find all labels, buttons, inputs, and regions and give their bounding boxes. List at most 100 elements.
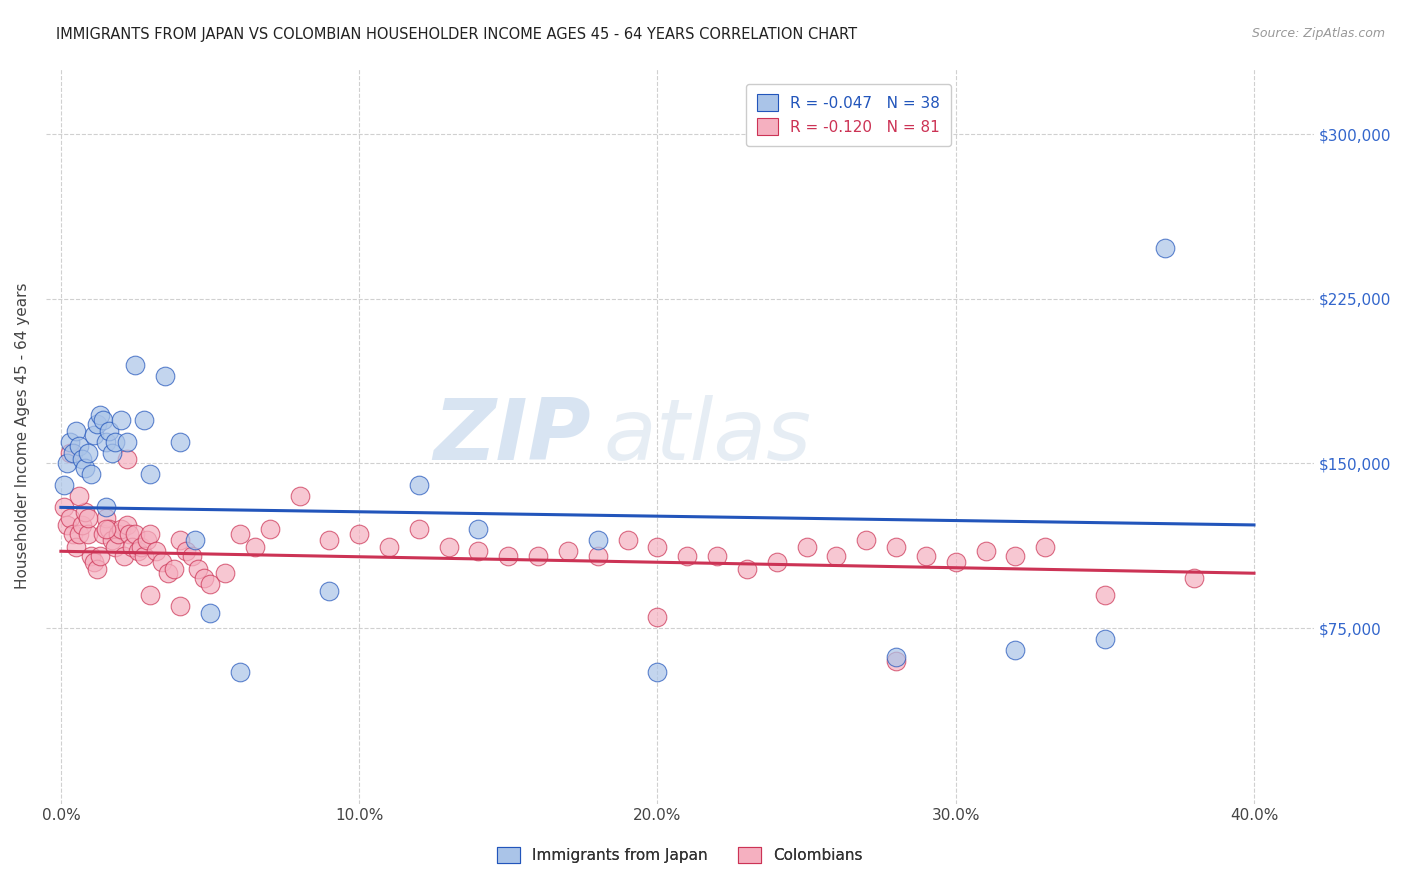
Point [86,417,108,431]
Y-axis label: Householder Income Ages 45 - 64 years: Householder Income Ages 45 - 64 years [15,283,30,590]
Point [112,549,135,563]
Point [56,517,79,532]
Point [163,562,186,576]
Point [52,478,75,492]
Point [318,533,340,548]
Point [855,533,877,548]
Point [586,533,609,548]
Text: atlas: atlas [603,394,811,477]
Point [65,540,87,554]
Point [94,434,117,449]
Point [706,549,728,563]
Point [467,544,489,558]
Point [157,566,180,581]
Point [198,606,221,620]
Point [97,424,120,438]
Point [91,526,114,541]
Point [80,467,103,482]
Point [83,555,105,569]
Point [110,522,132,536]
Point [89,408,111,422]
Point [735,562,758,576]
Point [467,522,489,536]
Point [124,358,146,372]
Point [124,526,146,541]
Text: ZIP: ZIP [433,394,591,477]
Point [67,439,90,453]
Point [229,526,252,541]
Point [59,511,82,525]
Point [56,457,79,471]
Point [1033,540,1056,554]
Point [115,452,138,467]
Point [145,544,167,558]
Point [1182,571,1205,585]
Point [378,540,401,554]
Point [1153,242,1175,256]
Point [76,511,98,525]
Point [94,522,117,536]
Point [765,555,787,569]
Point [647,540,669,554]
Point [83,428,105,442]
Point [243,540,266,554]
Text: IMMIGRANTS FROM JAPAN VS COLOMBIAN HOUSEHOLDER INCOME AGES 45 - 64 YEARS CORRELA: IMMIGRANTS FROM JAPAN VS COLOMBIAN HOUSE… [56,27,858,42]
Point [118,526,141,541]
Point [155,368,177,383]
Point [915,549,938,563]
Point [169,599,191,614]
Point [73,461,96,475]
Point [825,549,848,563]
Point [100,533,122,548]
Point [59,445,82,459]
Point [318,583,340,598]
Point [259,522,281,536]
Point [676,549,699,563]
Point [181,549,204,563]
Point [193,571,215,585]
Point [586,549,609,563]
Point [131,540,153,554]
Point [100,445,122,459]
Point [110,412,132,426]
Point [139,526,162,541]
Point [647,610,669,624]
Point [884,540,907,554]
Point [134,549,156,563]
Point [89,549,111,563]
Point [184,533,207,548]
Point [94,500,117,515]
Point [67,490,90,504]
Point [527,549,550,563]
Point [76,526,98,541]
Point [288,490,311,504]
Point [945,555,967,569]
Point [107,526,129,541]
Point [73,505,96,519]
Point [67,526,90,541]
Point [103,434,125,449]
Point [127,544,149,558]
Point [94,511,117,525]
Point [62,526,84,541]
Point [796,540,818,554]
Point [76,445,98,459]
Point [59,434,82,449]
Point [70,452,93,467]
Legend: Immigrants from Japan, Colombians: Immigrants from Japan, Colombians [491,840,869,870]
Point [408,478,430,492]
Point [174,544,197,558]
Point [498,549,520,563]
Point [229,665,252,679]
Point [136,533,159,548]
Point [347,526,370,541]
Point [115,517,138,532]
Point [62,445,84,459]
Point [139,467,162,482]
Point [150,555,173,569]
Point [187,562,209,576]
Point [437,540,460,554]
Point [134,412,156,426]
Point [647,665,669,679]
Point [91,412,114,426]
